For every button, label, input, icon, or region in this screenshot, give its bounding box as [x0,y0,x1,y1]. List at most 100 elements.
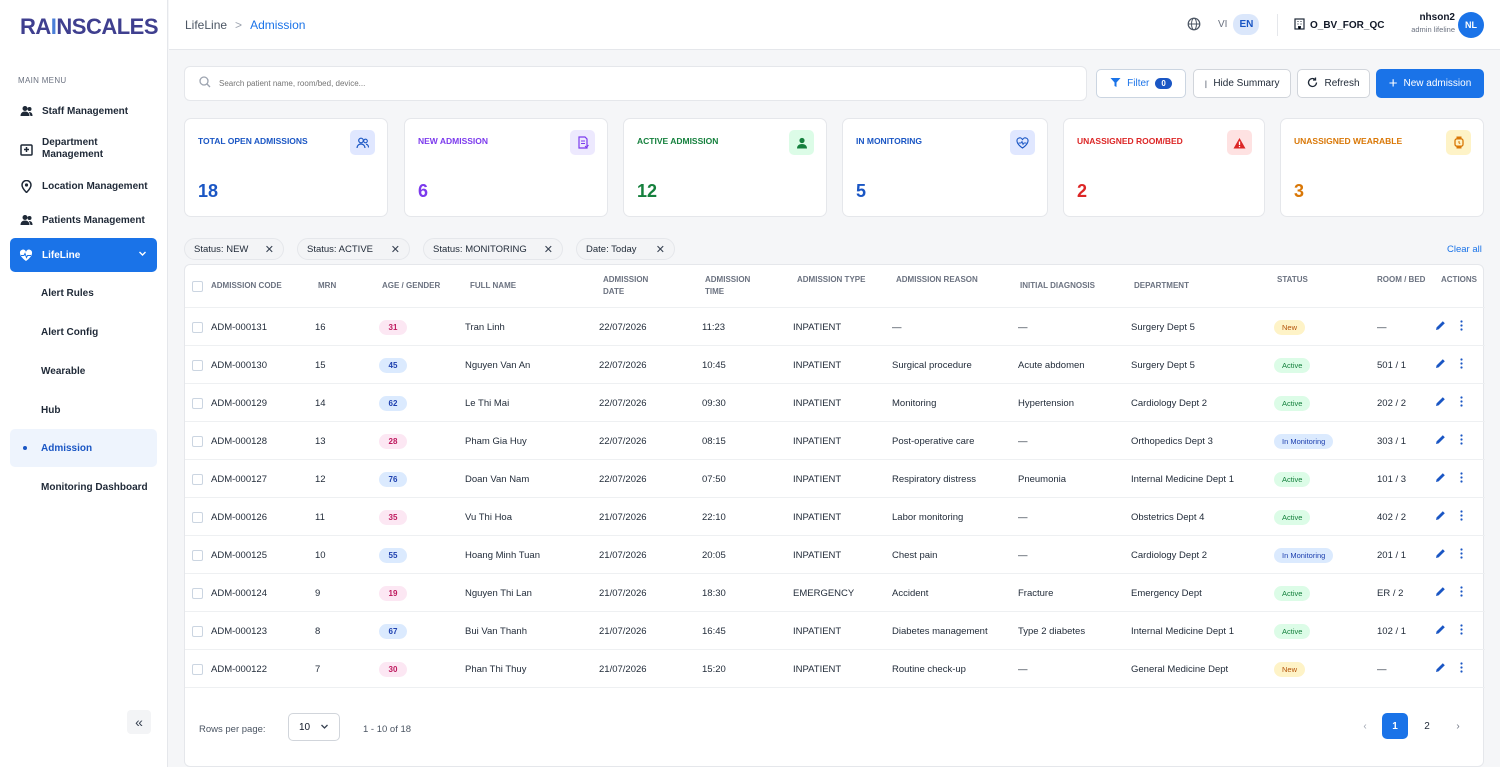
col-header[interactable]: AGE / GENDER [382,281,441,290]
table-row[interactable]: ADM-000128 13 28 Pham Gia Huy 22/07/2026 08:1… [185,421,1485,459]
rows-per-page-select[interactable]: 10 [288,713,340,741]
table-row[interactable]: ADM-000123 8 67 Bui Van Thanh 21/07/2026 16:4… [185,611,1485,649]
edit-icon[interactable] [1435,434,1446,448]
close-icon[interactable]: ✕ [655,243,665,256]
cell-code: ADM-000124 [211,574,267,612]
table-row[interactable]: ADM-000129 14 62 Le Thi Mai 22/07/2026 09:30 I… [185,383,1485,421]
col-header[interactable]: INITIAL DIAGNOSIS [1020,281,1095,290]
table-row[interactable]: ADM-000130 15 45 Nguyen Van An 22/07/2026 10:… [185,345,1485,383]
sidebar-sub-admission[interactable]: Admission [10,429,157,467]
close-icon[interactable]: ✕ [390,243,400,256]
more-vertical-icon[interactable] [1460,396,1463,410]
col-header[interactable]: ADMISSION DATE [603,275,649,296]
name-text: Tran Linh [465,321,505,333]
new-admission-button[interactable]: + New admission [1376,69,1484,98]
sidebar-sub-wearable[interactable]: Wearable [10,352,157,390]
app-logo[interactable]: RAINSCALES [20,14,159,39]
prev-page-button[interactable]: ‹ [1352,713,1378,739]
cell-diagnosis: — [1018,536,1028,574]
time-text: 20:05 [702,549,726,561]
row-checkbox[interactable] [192,587,203,599]
user-info[interactable]: nhson2 admin lifeline [1410,12,1455,34]
col-header[interactable]: STATUS [1277,275,1308,284]
more-vertical-icon[interactable] [1460,472,1463,486]
more-vertical-icon[interactable] [1460,624,1463,638]
table-row[interactable]: ADM-000126 11 35 Vu Thi Hoa 21/07/2026 22:10 I… [185,497,1485,535]
more-vertical-icon[interactable] [1460,358,1463,372]
edit-icon[interactable] [1435,358,1446,372]
more-vertical-icon[interactable] [1460,586,1463,600]
table-row[interactable]: ADM-000131 16 31 Tran Linh 22/07/2026 11:23 IN… [185,307,1485,345]
reason-text: Labor monitoring [892,511,964,523]
edit-icon[interactable] [1435,624,1446,638]
hide-summary-button[interactable]: ꞁ Hide Summary [1193,69,1291,98]
edit-icon[interactable] [1435,320,1446,334]
edit-icon[interactable] [1435,396,1446,410]
clear-all-link[interactable]: Clear all [1447,244,1482,255]
close-icon[interactable]: ✕ [264,243,274,256]
edit-icon[interactable] [1435,472,1446,486]
select-all-checkbox[interactable] [192,281,203,292]
lang-en-button[interactable]: EN [1233,14,1260,35]
sidebar-item-staff[interactable]: Staff Management [10,100,157,122]
table-row[interactable]: ADM-000125 10 55 Hoang Minh Tuan 21/07/2026 2… [185,535,1485,573]
sidebar-sub-alert-config[interactable]: Alert Config [10,313,157,351]
avatar[interactable]: NL [1458,12,1484,38]
row-checkbox[interactable] [192,321,203,333]
row-checkbox[interactable] [192,473,203,485]
filter-button[interactable]: Filter 0 [1096,69,1186,98]
cell-dept: General Medicine Dept [1131,650,1228,688]
next-page-button[interactable]: › [1445,713,1471,739]
table-row[interactable]: ADM-000124 9 19 Nguyen Thi Lan 21/07/2026 18:… [185,573,1485,611]
more-vertical-icon[interactable] [1460,548,1463,562]
row-checkbox[interactable] [192,435,203,447]
lang-vi-button[interactable]: VI [1218,19,1228,30]
refresh-button[interactable]: Refresh [1297,69,1370,98]
table-row[interactable]: ADM-000127 12 76 Doan Van Nam 22/07/2026 07:5… [185,459,1485,497]
row-checkbox[interactable] [192,663,203,675]
sidebar-sub-alert-rules[interactable]: Alert Rules [10,274,157,312]
sidebar-item-department[interactable]: Department Management [10,134,157,164]
more-vertical-icon[interactable] [1460,510,1463,524]
row-checkbox[interactable] [192,359,203,371]
edit-icon[interactable] [1435,510,1446,524]
col-header[interactable]: DEPARTMENT [1134,281,1189,290]
row-checkbox[interactable] [192,511,203,523]
more-vertical-icon[interactable] [1460,434,1463,448]
sidebar-item-patients[interactable]: Patients Management [10,209,157,231]
collapse-sidebar-button[interactable]: « [127,710,151,734]
card-value: 12 [637,181,658,201]
sidebar-item-lifeline[interactable]: LifeLine [10,238,157,272]
more-vertical-icon[interactable] [1460,320,1463,334]
sidebar-item-location[interactable]: Location Management [10,175,157,197]
row-checkbox[interactable] [192,549,203,561]
page-2-button[interactable]: 2 [1424,720,1430,732]
sidebar-sub-hub[interactable]: Hub [10,391,157,429]
edit-icon[interactable] [1435,548,1446,562]
search-input[interactable] [219,79,1019,88]
close-icon[interactable]: ✕ [543,243,553,256]
heartbeat-icon [19,248,33,262]
col-header[interactable]: ADMISSION TYPE [797,275,866,284]
row-checkbox[interactable] [192,625,203,637]
col-header[interactable]: MRN [318,281,337,290]
mrn-text: 7 [315,663,321,675]
breadcrumb-root[interactable]: LifeLine [185,18,228,32]
col-header[interactable]: ADMISSION REASON [896,275,978,284]
col-header[interactable]: ADMISSION TIME [705,275,751,296]
cell-mrn: 8 [315,612,320,650]
edit-icon[interactable] [1435,662,1446,676]
col-header[interactable]: FULL NAME [470,281,517,290]
globe-icon[interactable] [1187,17,1201,34]
col-header[interactable]: ROOM / BED [1377,275,1426,284]
tenant-selector[interactable]: O_BV_FOR_QC [1294,18,1384,33]
row-checkbox[interactable] [192,397,203,409]
sidebar-sub-monitoring-dashboard[interactable]: Monitoring Dashboard [10,468,157,506]
edit-icon[interactable] [1435,586,1446,600]
time-text: 08:15 [702,435,726,447]
reason-text: Surgical procedure [892,359,972,371]
page-1-button[interactable]: 1 [1382,713,1408,739]
col-header[interactable]: ADMISSION CODE [211,281,282,290]
table-row[interactable]: ADM-000122 7 30 Phan Thi Thuy 21/07/2026 15:2… [185,649,1485,687]
more-vertical-icon[interactable] [1460,662,1463,676]
